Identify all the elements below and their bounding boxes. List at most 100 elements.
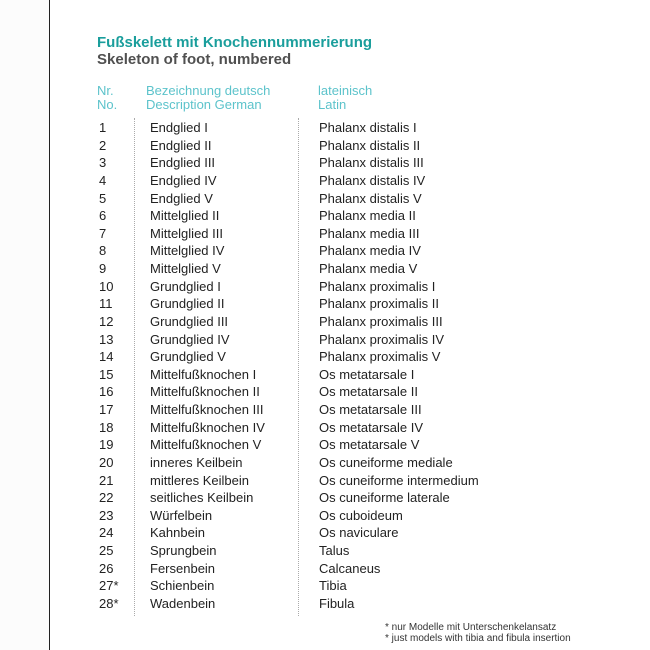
number: 26 bbox=[99, 560, 114, 576]
latin-name: Phalanx proximalis II bbox=[319, 296, 439, 312]
table-row: 21 mittleres Keilbein Os cuneiforme interm… bbox=[0, 473, 650, 490]
header-latin-en: Latin bbox=[318, 97, 347, 112]
german-name: Grundglied III bbox=[150, 313, 229, 329]
table-row: 18 Mittelfußknochen IV Os metatarsale IV bbox=[0, 420, 650, 437]
german-name: Sprungbein bbox=[150, 543, 217, 559]
page-title: Fußskelett mit Knochennummerierung bbox=[97, 34, 373, 51]
table-row: 14 Grundglied V Phalanx proximalis V bbox=[0, 349, 650, 366]
german-name: Grundglied I bbox=[150, 278, 221, 294]
table-row: 16 Mittelfußknochen II Os metatarsale II bbox=[0, 384, 650, 401]
german-name: Mittelfußknochen V bbox=[150, 437, 262, 453]
latin-name: Phalanx media II bbox=[319, 208, 416, 224]
table-row: 20 inneres Keilbein Os cuneiforme mediale bbox=[0, 455, 650, 472]
german-name: Schienbein bbox=[150, 578, 215, 594]
german-name: Endglied IV bbox=[150, 172, 217, 188]
number: 3 bbox=[99, 155, 107, 171]
latin-name: Calcaneus bbox=[319, 560, 381, 576]
german-name: Endglied II bbox=[150, 137, 212, 153]
table-row: 28* Wadenbein Fibula bbox=[0, 596, 650, 613]
dotted-separator bbox=[298, 118, 299, 616]
latin-name: Os cuneiforme mediale bbox=[319, 454, 453, 470]
latin-name: Phalanx distalis II bbox=[319, 137, 421, 153]
footnote-de: * nur Modelle mit Unterschenkelansatz bbox=[385, 622, 557, 633]
german-name: Grundglied IV bbox=[150, 331, 230, 347]
table-row: 26 Fersenbein Calcaneus bbox=[0, 561, 650, 578]
number: 21 bbox=[99, 472, 114, 488]
table-row: 17 Mittelfußknochen III Os metatarsale III bbox=[0, 402, 650, 419]
table-row: 25 Sprungbein Talus bbox=[0, 543, 650, 560]
table-row: 7 Mittelglied III Phalanx media III bbox=[0, 226, 650, 243]
german-name: Mittelfußknochen III bbox=[150, 402, 264, 418]
german-name: Mittelfußknochen IV bbox=[150, 419, 265, 435]
header-description-en: Description German bbox=[146, 97, 262, 112]
number: 11 bbox=[99, 296, 113, 312]
table-row: 3 Endglied III Phalanx distalis III bbox=[0, 155, 650, 172]
latin-name: Os cuneiforme intermedium bbox=[319, 472, 479, 488]
number: 13 bbox=[99, 331, 114, 347]
german-name: Endglied I bbox=[150, 120, 208, 135]
table-row: 6 Mittelglied II Phalanx media II bbox=[0, 208, 650, 225]
number: 15 bbox=[99, 366, 114, 382]
latin-name: Phalanx media V bbox=[319, 261, 418, 277]
number: 4 bbox=[99, 172, 107, 188]
number: 25 bbox=[99, 543, 114, 559]
german-name: Mittelglied II bbox=[150, 208, 220, 224]
german-name: Kahnbein bbox=[150, 525, 205, 541]
number: 7 bbox=[99, 225, 107, 241]
number: 1 bbox=[99, 120, 107, 135]
latin-name: Os metatarsale I bbox=[319, 366, 415, 382]
table-row: 13 Grundglied IV Phalanx proximalis IV bbox=[0, 332, 650, 349]
table-row: 19 Mittelfußknochen V Os metatarsale V bbox=[0, 437, 650, 454]
number: 27* bbox=[99, 578, 119, 594]
german-name: Mittelfußknochen I bbox=[150, 366, 257, 382]
header-description-de: Bezeichnung deutsch bbox=[146, 83, 271, 98]
german-name: Mittelglied V bbox=[150, 261, 221, 277]
number: 5 bbox=[99, 190, 107, 206]
footnote-en: * just models with tibia and fibula inse… bbox=[385, 633, 571, 644]
number: 16 bbox=[99, 384, 114, 400]
table-row: 11 Grundglied II Phalanx proximalis II bbox=[0, 296, 650, 313]
number: 28* bbox=[99, 596, 119, 611]
number: 8 bbox=[99, 243, 107, 259]
german-name: Endglied V bbox=[150, 190, 213, 206]
latin-name: Tibia bbox=[319, 578, 347, 594]
number: 18 bbox=[99, 419, 114, 435]
german-name: Mittelglied IV bbox=[150, 243, 225, 259]
latin-name: Phalanx media III bbox=[319, 225, 420, 241]
table-row: 24 Kahnbein Os naviculare bbox=[0, 525, 650, 542]
header-latin: lateinisch Latin bbox=[318, 84, 372, 112]
german-name: mittleres Keilbein bbox=[150, 472, 249, 488]
page-subtitle: Skeleton of foot, numbered bbox=[97, 51, 292, 68]
german-name: Mittelfußknochen II bbox=[150, 384, 260, 400]
table-row: 15 Mittelfußknochen I Os metatarsale I bbox=[0, 367, 650, 384]
german-name: Würfelbein bbox=[150, 507, 213, 523]
latin-name: Os cuboideum bbox=[319, 507, 403, 523]
german-name: Wadenbein bbox=[150, 596, 216, 611]
german-name: inneres Keilbein bbox=[150, 454, 243, 470]
page-edge-line bbox=[49, 0, 50, 650]
german-name: seitliches Keilbein bbox=[150, 490, 254, 506]
number: 19 bbox=[99, 437, 114, 453]
latin-name: Os naviculare bbox=[319, 525, 399, 541]
number: 2 bbox=[99, 137, 107, 153]
latin-name: Os metatarsale IV bbox=[319, 419, 424, 435]
number: 14 bbox=[99, 349, 114, 365]
header-number: Nr. No. bbox=[97, 84, 117, 112]
latin-name: Fibula bbox=[319, 596, 355, 611]
latin-name: Phalanx distalis IV bbox=[319, 172, 426, 188]
german-name: Fersenbein bbox=[150, 560, 216, 576]
number: 17 bbox=[99, 402, 114, 418]
header-number-de: Nr. bbox=[97, 83, 114, 98]
latin-name: Os metatarsale III bbox=[319, 402, 422, 418]
number: 20 bbox=[99, 454, 114, 470]
latin-name: Os metatarsale V bbox=[319, 437, 420, 453]
table-row: 27* Schienbein Tibia bbox=[0, 578, 650, 595]
latin-name: Phalanx proximalis III bbox=[319, 313, 443, 329]
table-row: 2 Endglied II Phalanx distalis II bbox=[0, 138, 650, 155]
latin-name: Phalanx distalis I bbox=[319, 120, 417, 135]
latin-name: Phalanx distalis V bbox=[319, 190, 422, 206]
header-description: Bezeichnung deutsch Description German bbox=[146, 84, 270, 112]
latin-name: Phalanx proximalis V bbox=[319, 349, 441, 365]
number: 10 bbox=[99, 278, 114, 294]
table-row: 4 Endglied IV Phalanx distalis IV bbox=[0, 173, 650, 190]
